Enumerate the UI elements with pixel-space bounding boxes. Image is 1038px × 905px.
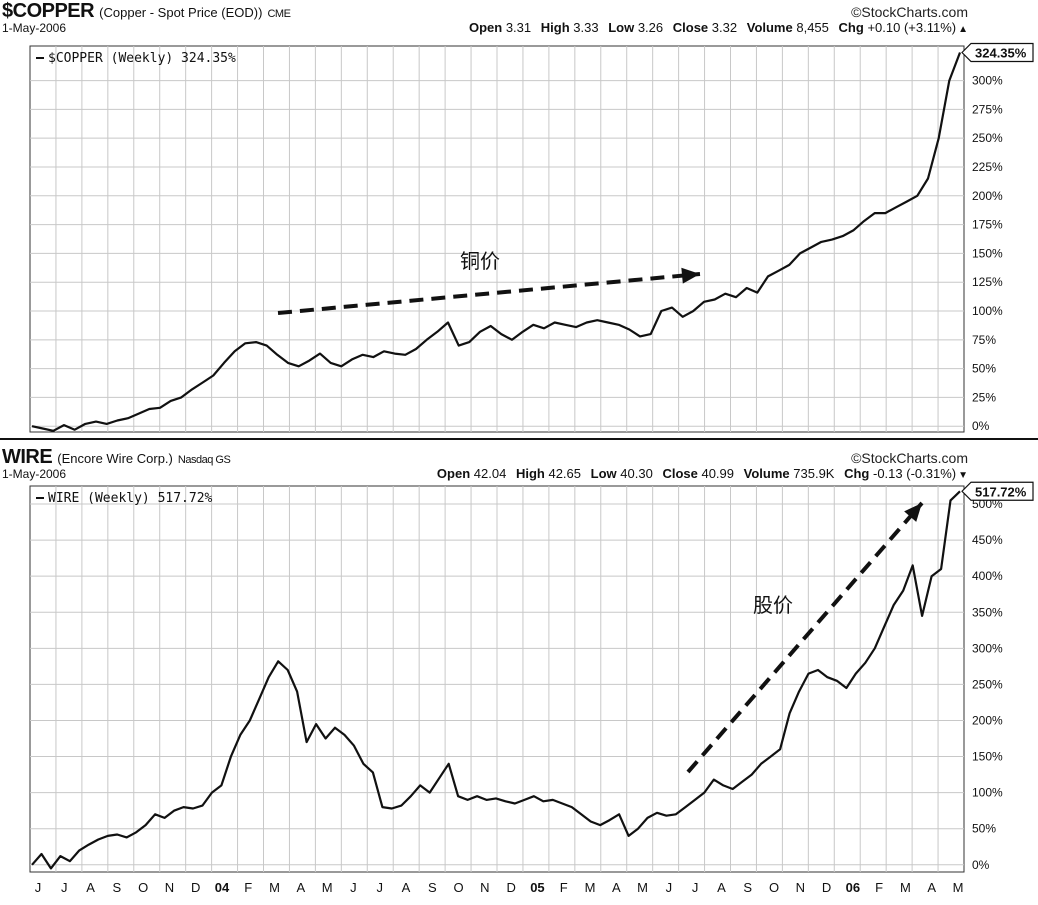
- xtick-label: M: [637, 880, 648, 895]
- top-brand: ©StockCharts.com: [851, 4, 968, 20]
- xtick-label: A: [402, 880, 411, 895]
- xtick-label: M: [900, 880, 911, 895]
- xtick-label: D: [822, 880, 831, 895]
- xtick-label: D: [506, 880, 515, 895]
- xtick-label: M: [269, 880, 280, 895]
- top-ytick-label: 75%: [972, 333, 996, 347]
- bottom-date: 1-May-2006: [2, 467, 67, 481]
- bottom-ytick-label: 350%: [972, 605, 1003, 619]
- bottom-annotation: 股价: [753, 593, 793, 617]
- top-symbol-title: $COPPER (Copper - Spot Price (EOD)) CME: [2, 0, 291, 23]
- bottom-last-value-box: [961, 481, 1034, 501]
- xtick-label: J: [35, 880, 42, 895]
- top-ytick-label: 300%: [972, 74, 1003, 88]
- top-ytick-label: 175%: [972, 218, 1003, 232]
- bottom-ytick-label: 0%: [972, 858, 990, 872]
- top-quote-bar: Open 3.31 High 3.33 Low 3.26 Close 3.32 …: [468, 20, 968, 35]
- down-triangle-icon: ▼: [958, 470, 968, 481]
- bottom-ytick-label: 300%: [972, 641, 1003, 655]
- top-ytick-label: 125%: [972, 275, 1003, 289]
- xtick-label: J: [376, 880, 383, 895]
- xtick-label: J: [692, 880, 699, 895]
- xtick-label: M: [585, 880, 596, 895]
- top-ytick-label: 200%: [972, 189, 1003, 203]
- bottom-symbol: WIRE: [2, 446, 53, 468]
- xtick-label: O: [454, 880, 464, 895]
- xtick-label: M: [953, 880, 964, 895]
- bottom-arrow-head-icon: [904, 503, 922, 522]
- xtick-label: F: [244, 880, 252, 895]
- xtick-label: F: [875, 880, 883, 895]
- up-triangle-icon: ▲: [958, 24, 968, 35]
- bottom-legend-label: WIRE (Weekly) 517.72%: [48, 491, 213, 506]
- top-description: (Copper - Spot Price (EOD)): [99, 5, 263, 20]
- xtick-label: A: [717, 880, 726, 895]
- top-last-value-label: 324.35%: [975, 46, 1027, 61]
- top-chart-header: $COPPER (Copper - Spot Price (EOD)) CME …: [0, 0, 1038, 35]
- bottom-exchange: Nasdaq GS: [177, 454, 231, 466]
- xtick-label: N: [480, 880, 489, 895]
- top-trend-arrow: [277, 272, 701, 315]
- xtick-label: 06: [846, 880, 860, 895]
- top-exchange: CME: [267, 8, 291, 20]
- bottom-last-value-label: 517.72%: [975, 484, 1027, 499]
- top-arrow-head-icon: [681, 267, 700, 284]
- bottom-trend-arrow: [686, 501, 924, 774]
- top-ytick-label: 225%: [972, 160, 1003, 174]
- bottom-description: (Encore Wire Corp.): [57, 451, 173, 466]
- xtick-label: A: [86, 880, 95, 895]
- xtick-label: 04: [215, 880, 230, 895]
- top-ytick-label: 25%: [972, 390, 996, 404]
- bottom-brand: ©StockCharts.com: [851, 450, 968, 466]
- bottom-chart-header: WIRE (Encore Wire Corp.) Nasdaq GS ©Stoc…: [0, 446, 1038, 481]
- xtick-label: J: [61, 880, 68, 895]
- bottom-series-line: [31, 490, 961, 870]
- xtick-label: A: [297, 880, 306, 895]
- xtick-label: F: [560, 880, 568, 895]
- bottom-ytick-label: 50%: [972, 822, 996, 836]
- xtick-label: D: [191, 880, 200, 895]
- bottom-ytick-label: 150%: [972, 750, 1003, 764]
- top-date: 1-May-2006: [2, 21, 67, 35]
- xtick-label: S: [743, 880, 752, 895]
- bottom-ytick-label: 100%: [972, 786, 1003, 800]
- top-chart: 0% 25% 50% 75% 100% 125% 150% 175% 200% 225% 250% 2…: [29, 42, 1034, 433]
- xtick-label: A: [927, 880, 936, 895]
- xtick-label: O: [769, 880, 779, 895]
- bottom-quote-bar: Open 42.04 High 42.65 Low 40.30 Close 40…: [436, 466, 968, 481]
- xtick-label: S: [113, 880, 122, 895]
- xtick-label: J: [350, 880, 357, 895]
- bottom-chart: 0%50%100%150%200%250%300%350%400%450%500…: [29, 481, 1034, 895]
- xtick-label: M: [322, 880, 333, 895]
- panel-separator: [0, 438, 1038, 440]
- top-annotation: 铜价: [460, 249, 500, 273]
- xtick-label: N: [165, 880, 174, 895]
- top-series-line: [31, 52, 962, 432]
- xtick-label: O: [138, 880, 148, 895]
- xtick-label: A: [612, 880, 621, 895]
- xtick-label: 05: [530, 880, 544, 895]
- xtick-label: S: [428, 880, 437, 895]
- bottom-ytick-label: 200%: [972, 713, 1003, 727]
- xtick-label: J: [666, 880, 673, 895]
- bottom-ytick-label: 400%: [972, 569, 1003, 583]
- top-ytick-label: 50%: [972, 362, 996, 376]
- top-legend-label: $COPPER (Weekly) 324.35%: [48, 51, 236, 66]
- top-ytick-label: 100%: [972, 304, 1003, 318]
- top-ytick-label: 150%: [972, 246, 1003, 260]
- top-ytick-label: 0%: [972, 419, 990, 433]
- xtick-label: N: [796, 880, 805, 895]
- bottom-ytick-label: 450%: [972, 533, 1003, 547]
- bottom-ytick-label: 250%: [972, 677, 1003, 691]
- bottom-symbol-title: WIRE (Encore Wire Corp.) Nasdaq GS: [2, 446, 231, 469]
- top-last-value-box: [961, 42, 1034, 63]
- top-ytick-label: 250%: [972, 131, 1003, 145]
- top-symbol: $COPPER: [2, 0, 95, 22]
- top-ytick-label: 275%: [972, 102, 1003, 116]
